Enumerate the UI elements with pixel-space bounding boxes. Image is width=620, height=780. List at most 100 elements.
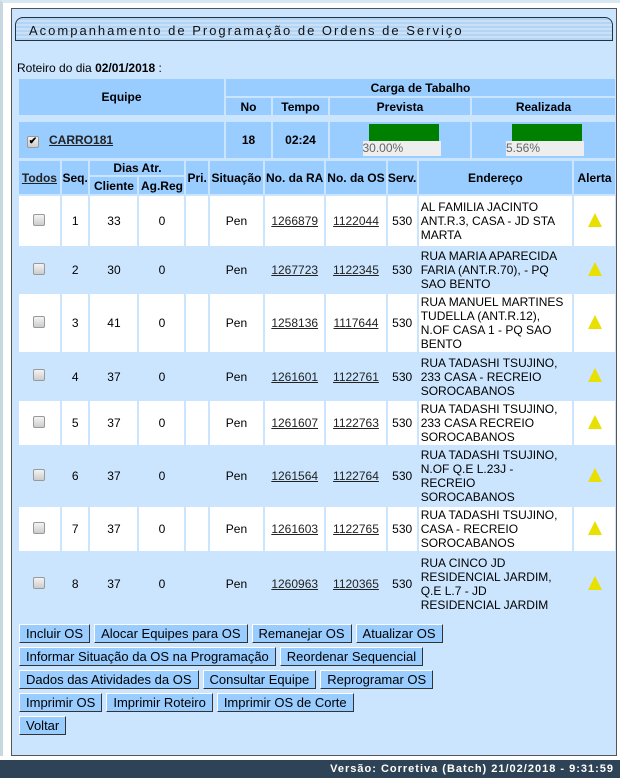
row-checkbox[interactable] <box>33 262 46 275</box>
row-checkbox[interactable] <box>33 468 46 481</box>
servico: 530 <box>387 196 417 246</box>
ra-link[interactable]: 1261564 <box>271 469 319 483</box>
prioridade <box>186 447 208 505</box>
warning-icon[interactable] <box>587 520 602 535</box>
atualizar-os-button[interactable]: Atualizar OS <box>355 624 443 643</box>
imprimir-os-button[interactable]: Imprimir OS <box>19 693 103 712</box>
os-link[interactable]: 1122765 <box>333 522 379 536</box>
page-title: Acompanhamento de Programação de Ordens … <box>29 23 464 38</box>
ra-link[interactable]: 1267723 <box>271 263 319 277</box>
servico: 530 <box>387 401 417 445</box>
realizada-progress: 5.56% <box>506 123 584 156</box>
seq: 2 <box>61 248 89 292</box>
informar-situacao-da-os-na-programacao-button[interactable]: Informar Situação da OS na Programação <box>19 647 276 666</box>
button-row: Informar Situação da OS na Programação Re… <box>19 647 609 666</box>
dados-das-atividades-da-os-button[interactable]: Dados das Atividades da OS <box>19 670 199 689</box>
ra-link[interactable]: 1261603 <box>271 522 319 536</box>
roteiro-label: Roteiro do dia <box>17 61 92 75</box>
dias-cliente: 37 <box>90 401 138 445</box>
os-link[interactable]: 1122761 <box>333 369 379 384</box>
select-all-link[interactable]: Todos <box>21 170 57 185</box>
row-checkbox[interactable] <box>33 369 46 381</box>
os-link[interactable]: 1122763 <box>333 416 379 430</box>
button-row: Incluir OS Alocar Equipes para OS Remaneja… <box>19 624 609 643</box>
row-checkbox[interactable] <box>33 576 46 589</box>
col-seq: Seq. <box>61 161 89 194</box>
situacao: Pen <box>209 507 264 551</box>
table-row: 5 37 0 Pen 1261607 1122763 530 RUA TADAS… <box>19 401 615 445</box>
situacao: Pen <box>209 553 264 609</box>
version-footer: Versão: Corretiva (Batch) 21/02/2018 - 9… <box>0 760 620 778</box>
seq: 1 <box>61 196 89 246</box>
col-no: No <box>226 98 271 115</box>
team-row: ✔ CARRO181 18 02:24 30.00% 5.56% <box>17 120 617 160</box>
warning-icon[interactable] <box>587 467 602 482</box>
os-link[interactable]: 1122044 <box>333 214 379 228</box>
reprogramar-os-button[interactable]: Reprogramar OS <box>320 670 434 689</box>
alocar-equipes-para-os-button[interactable]: Alocar Equipes para OS <box>94 624 248 643</box>
action-buttons: Incluir OS Alocar Equipes para OS Remaneja… <box>19 624 609 739</box>
table-row: 2 30 0 Pen 1267723 1122345 530 RUA MARIA… <box>19 248 615 292</box>
reordenar-sequencial-button[interactable]: Reordenar Sequencial <box>279 647 424 666</box>
situacao: Pen <box>209 447 264 505</box>
main-panel: Acompanhamento de Programação de Ordens … <box>11 8 617 756</box>
page-frame: Acompanhamento de Programação de Ordens … <box>0 0 620 756</box>
endereco: RUA CINCO JD RESIDENCIAL JARDIM, Q.E L.7… <box>418 553 573 609</box>
prioridade <box>186 294 208 352</box>
warning-icon[interactable] <box>587 261 602 276</box>
dias-cliente: 37 <box>90 553 138 609</box>
prevista-progress: 30.00% <box>362 123 441 156</box>
ra-link[interactable]: 1261607 <box>271 416 319 430</box>
prioridade <box>186 354 208 399</box>
row-checkbox[interactable] <box>33 213 46 226</box>
col-dias: Dias Atr. <box>90 161 185 175</box>
dias-agreg: 0 <box>139 553 185 609</box>
warning-icon[interactable] <box>587 575 602 590</box>
imprimir-roteiro-button[interactable]: Imprimir Roteiro <box>106 693 213 712</box>
prioridade <box>186 248 208 292</box>
os-link[interactable]: 1120365 <box>333 577 379 591</box>
ra-link[interactable]: 1266879 <box>271 214 319 228</box>
col-situacao: Situação <box>209 161 264 194</box>
servico: 530 <box>387 354 417 399</box>
servico: 530 <box>387 553 417 609</box>
endereco: RUA TADASHI TSUJINO, 233 CASA - RECREIO … <box>418 354 573 399</box>
consultar-equipe-button[interactable]: Consultar Equipe <box>202 670 317 689</box>
ra-link[interactable]: 1261601 <box>271 369 319 384</box>
row-checkbox[interactable] <box>33 315 46 328</box>
button-row: Imprimir OS Imprimir Roteiro Imprimir OS d… <box>19 693 609 712</box>
roteiro-line: Roteiro do dia 02/01/2018 : <box>17 61 162 75</box>
team-link[interactable]: CARRO181 <box>49 132 114 147</box>
os-link[interactable]: 1122764 <box>333 469 379 483</box>
imprimir-os-de-corte-button[interactable]: Imprimir OS de Corte <box>216 693 354 712</box>
os-list-scroll[interactable]: Todos Seq. Dias Atr. Pri. Situação No. d… <box>17 159 619 609</box>
row-checkbox[interactable] <box>33 415 46 428</box>
dias-cliente: 37 <box>90 354 138 399</box>
warning-icon[interactable] <box>587 314 602 329</box>
incluir-os-button[interactable]: Incluir OS <box>19 624 91 643</box>
dias-agreg: 0 <box>139 447 185 505</box>
endereco: RUA TADASHI TSUJINO, CASA - RECREIO SORO… <box>418 507 573 551</box>
remanejar-os-button[interactable]: Remanejar OS <box>251 624 352 643</box>
ra-link[interactable]: 1258136 <box>271 316 319 330</box>
dias-cliente: 41 <box>90 294 138 352</box>
table-row: 4 37 0 Pen 1261601 1122761 530 RUA TADAS… <box>19 354 615 399</box>
os-link[interactable]: 1122345 <box>333 263 379 277</box>
warning-icon[interactable] <box>587 368 602 382</box>
row-checkbox[interactable] <box>33 521 46 534</box>
voltar-button[interactable]: Voltar <box>19 716 67 735</box>
col-tempo: Tempo <box>273 98 328 115</box>
col-pri: Pri. <box>186 161 208 194</box>
prevista-percent: 30.00% <box>362 140 441 156</box>
servico: 530 <box>387 248 417 292</box>
situacao: Pen <box>209 354 264 399</box>
roteiro-suffix: : <box>155 61 162 75</box>
warning-icon[interactable] <box>587 212 602 227</box>
ra-link[interactable]: 1260963 <box>271 577 319 591</box>
prevista-bar-fill <box>368 123 439 141</box>
os-link[interactable]: 1117644 <box>333 316 379 330</box>
warning-icon[interactable] <box>587 414 602 429</box>
col-ra: No. da RA <box>265 161 325 194</box>
team-checkbox[interactable]: ✔ <box>27 135 39 148</box>
seq: 6 <box>61 447 89 505</box>
